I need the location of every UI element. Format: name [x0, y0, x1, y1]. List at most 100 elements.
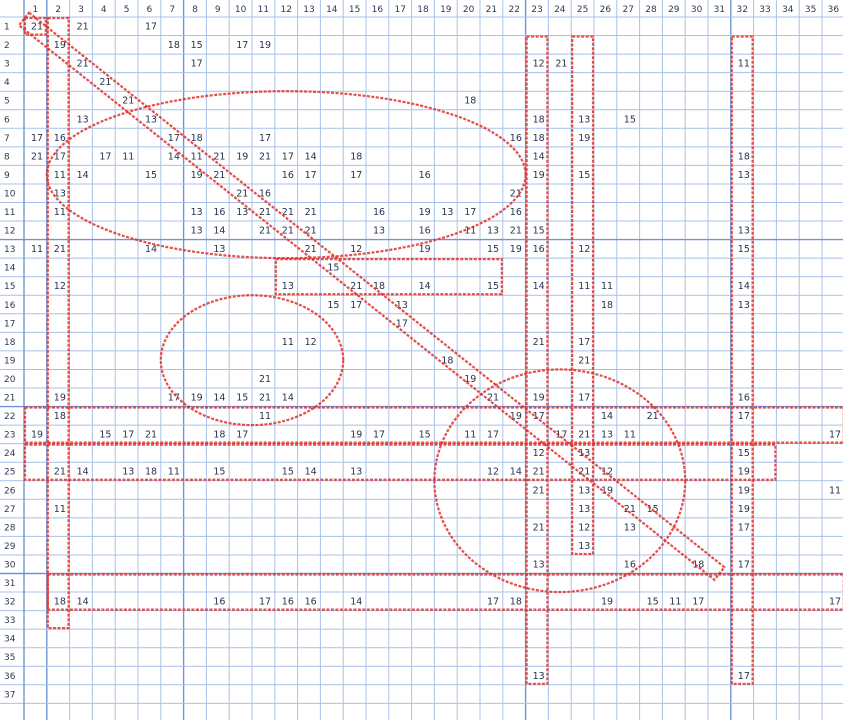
cell-value[interactable]: 17 — [738, 559, 750, 570]
cell-value[interactable]: 16 — [213, 597, 225, 608]
cell-value[interactable]: 17 — [168, 393, 180, 404]
cell-value[interactable]: 14 — [305, 467, 317, 478]
cell-value[interactable]: 15 — [145, 170, 157, 181]
cell-value[interactable]: 19 — [54, 40, 66, 51]
cell-value[interactable]: 21 — [282, 207, 294, 218]
cell-value[interactable]: 14 — [213, 226, 225, 237]
cell-value[interactable]: 12 — [533, 448, 545, 459]
cell-value[interactable]: 16 — [282, 170, 294, 181]
cell-value[interactable]: 19 — [350, 430, 362, 441]
cell-value[interactable]: 15 — [738, 244, 750, 255]
cell-value[interactable]: 17 — [305, 170, 317, 181]
cell-value[interactable]: 11 — [829, 485, 841, 496]
cell-value[interactable]: 21 — [533, 485, 545, 496]
cell-value[interactable]: 18 — [54, 411, 66, 422]
cell-value[interactable]: 21 — [578, 430, 590, 441]
cell-value[interactable]: 21 — [236, 188, 248, 199]
cell-value[interactable]: 13 — [145, 114, 157, 125]
cell-value[interactable]: 19 — [533, 393, 545, 404]
cell-value[interactable]: 17 — [578, 393, 590, 404]
cell-value[interactable]: 21 — [305, 226, 317, 237]
cell-value[interactable]: 11 — [601, 281, 613, 292]
cell-value[interactable]: 16 — [54, 133, 66, 144]
cell-value[interactable]: 21 — [77, 59, 89, 70]
cell-value[interactable]: 13 — [624, 522, 636, 533]
cell-value[interactable]: 19 — [601, 485, 613, 496]
cell-value[interactable]: 21 — [533, 337, 545, 348]
cell-value[interactable]: 18 — [601, 300, 613, 311]
cell-value[interactable]: 11 — [624, 430, 636, 441]
cell-value[interactable]: 19 — [419, 207, 431, 218]
cell-value[interactable]: 12 — [305, 337, 317, 348]
cell-value[interactable]: 16 — [419, 226, 431, 237]
cell-value[interactable]: 14 — [738, 281, 750, 292]
cell-value[interactable]: 19 — [464, 374, 476, 385]
cell-value[interactable]: 21 — [624, 504, 636, 515]
cell-value[interactable]: 12 — [601, 467, 613, 478]
cell-value[interactable]: 11 — [54, 504, 66, 515]
cell-value[interactable]: 11 — [578, 281, 590, 292]
cell-value[interactable]: 13 — [350, 467, 362, 478]
cell-value[interactable]: 21 — [578, 355, 590, 366]
cell-value[interactable]: 19 — [510, 244, 522, 255]
cell-value[interactable]: 11 — [464, 430, 476, 441]
cell-value[interactable]: 21 — [578, 467, 590, 478]
cell-value[interactable]: 21 — [213, 151, 225, 162]
cell-value[interactable]: 14 — [305, 151, 317, 162]
cell-value[interactable]: 17 — [54, 151, 66, 162]
cell-value[interactable]: 21 — [122, 96, 134, 107]
cell-value[interactable]: 14 — [77, 597, 89, 608]
cell-value[interactable]: 13 — [738, 300, 750, 311]
cell-value[interactable]: 13 — [578, 448, 590, 459]
cell-value[interactable]: 17 — [350, 170, 362, 181]
cell-value[interactable]: 13 — [191, 207, 203, 218]
cell-value[interactable]: 12 — [54, 281, 66, 292]
cell-value[interactable]: 21 — [647, 411, 659, 422]
cell-value[interactable]: 11 — [54, 170, 66, 181]
cell-value[interactable]: 15 — [327, 300, 339, 311]
cell-value[interactable]: 11 — [259, 411, 271, 422]
cell-value[interactable]: 17 — [555, 430, 567, 441]
cell-value[interactable]: 14 — [510, 467, 522, 478]
cell-value[interactable]: 11 — [282, 337, 294, 348]
cell-value[interactable]: 11 — [191, 151, 203, 162]
cell-value[interactable]: 17 — [464, 207, 476, 218]
cell-value[interactable]: 17 — [396, 318, 408, 329]
cell-value[interactable]: 17 — [692, 597, 704, 608]
cell-value[interactable]: 13 — [236, 207, 248, 218]
cell-value[interactable]: 21 — [31, 151, 43, 162]
cell-value[interactable]: 19 — [738, 504, 750, 515]
cell-value[interactable]: 17 — [259, 597, 271, 608]
cell-value[interactable]: 16 — [533, 244, 545, 255]
cell-value[interactable]: 12 — [578, 522, 590, 533]
cell-value[interactable]: 15 — [624, 114, 636, 125]
cell-value[interactable]: 18 — [168, 40, 180, 51]
cell-value[interactable]: 16 — [373, 207, 385, 218]
cell-value[interactable]: 17 — [236, 430, 248, 441]
cell-value[interactable]: 21 — [510, 188, 522, 199]
cell-value[interactable]: 19 — [259, 40, 271, 51]
cell-value[interactable]: 13 — [77, 114, 89, 125]
cell-value[interactable]: 14 — [213, 393, 225, 404]
cell-value[interactable]: 19 — [191, 170, 203, 181]
cell-value[interactable]: 21 — [533, 522, 545, 533]
cell-value[interactable]: 21 — [145, 430, 157, 441]
cell-value[interactable]: 13 — [533, 559, 545, 570]
cell-value[interactable]: 12 — [578, 244, 590, 255]
cell-value[interactable]: 13 — [396, 300, 408, 311]
cell-value[interactable]: 15 — [327, 263, 339, 274]
cell-value[interactable]: 16 — [624, 559, 636, 570]
cell-value[interactable]: 21 — [31, 22, 43, 33]
cell-value[interactable]: 17 — [373, 430, 385, 441]
cell-value[interactable]: 13 — [441, 207, 453, 218]
cell-value[interactable]: 15 — [236, 393, 248, 404]
cell-value[interactable]: 17 — [829, 430, 841, 441]
cell-value[interactable]: 19 — [54, 393, 66, 404]
cell-value[interactable]: 19 — [31, 430, 43, 441]
cell-value[interactable]: 17 — [350, 300, 362, 311]
cell-value[interactable]: 15 — [578, 170, 590, 181]
cell-value[interactable]: 17 — [738, 522, 750, 533]
cell-value[interactable]: 13 — [533, 671, 545, 682]
cell-value[interactable]: 17 — [145, 22, 157, 33]
